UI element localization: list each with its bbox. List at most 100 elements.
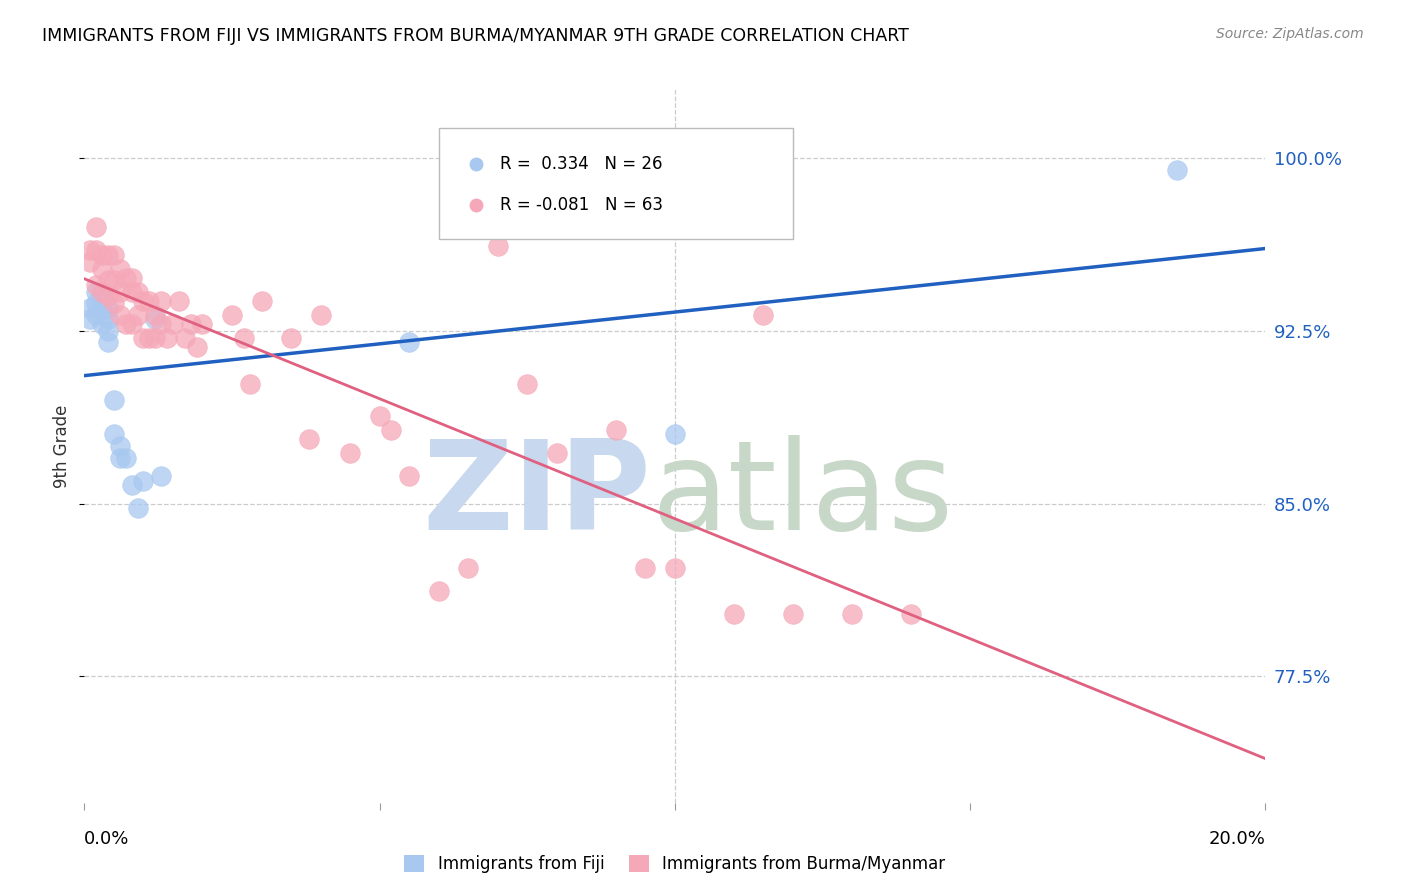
Point [91,261,114,276]
Point [108,308,131,322]
Point [108,261,131,276]
Point [97,248,120,262]
Point [398,469,420,483]
Point [79,255,101,269]
Point [546,446,568,460]
Point [108,439,131,453]
Text: 0.0%: 0.0% [84,830,129,848]
Point [368,409,391,423]
Point [143,308,166,322]
Point [191,317,214,331]
Point [97,273,120,287]
Point [97,312,120,326]
Point [900,607,922,621]
Point [427,584,450,599]
Point [91,285,114,299]
Point [309,308,332,322]
Point [457,561,479,575]
Point [605,423,627,437]
Point [143,312,166,326]
Point [221,308,243,322]
Point [103,273,125,287]
Point [380,423,402,437]
Point [162,317,184,331]
Point [398,335,420,350]
Point [103,392,125,407]
Point [339,446,361,460]
Point [91,287,114,301]
Point [121,285,143,299]
Point [97,324,120,338]
Point [634,561,657,575]
Point [138,293,160,308]
Point [841,607,863,621]
Point [280,331,302,345]
Point [127,285,149,299]
Point [91,317,114,331]
Point [132,293,155,308]
Point [79,244,101,258]
Point [298,432,321,446]
Point [516,376,538,391]
Point [84,285,107,299]
Y-axis label: 9th Grade: 9th Grade [53,404,72,488]
Point [108,285,131,299]
Point [143,331,166,345]
Point [239,376,262,391]
Point [121,478,143,492]
Point [150,317,173,331]
Point [84,244,107,258]
Point [114,317,136,331]
Point [173,331,195,345]
Point [114,271,136,285]
Text: R = -0.081   N = 63: R = -0.081 N = 63 [501,196,664,214]
Point [132,331,155,345]
Point [84,277,107,292]
Point [664,561,686,575]
Point [486,238,509,252]
Point [186,340,208,354]
Point [84,220,107,235]
Point [91,301,114,315]
Point [108,450,131,465]
Point [150,469,173,483]
Point [121,317,143,331]
Text: 20.0%: 20.0% [1209,830,1265,848]
Point [127,501,149,516]
Point [103,427,125,442]
Point [723,607,745,621]
Text: R =  0.334   N = 26: R = 0.334 N = 26 [501,155,662,173]
Point [180,317,202,331]
Point [79,312,101,326]
Point [91,293,114,308]
Point [1166,162,1188,177]
Point [97,301,120,315]
Point [103,296,125,310]
Point [84,308,107,322]
FancyBboxPatch shape [439,128,793,239]
Point [232,331,254,345]
Point [79,301,101,315]
Point [156,331,179,345]
Point [752,308,775,322]
Text: Source: ZipAtlas.com: Source: ZipAtlas.com [1216,27,1364,41]
Point [121,271,143,285]
Legend: Immigrants from Fiji, Immigrants from Burma/Myanmar: Immigrants from Fiji, Immigrants from Bu… [398,848,952,880]
Point [127,308,149,322]
Point [97,289,120,303]
Point [250,293,273,308]
Point [782,607,804,621]
Point [84,296,107,310]
Point [97,335,120,350]
Point [664,427,686,442]
Point [91,248,114,262]
Point [132,474,155,488]
Point [150,293,173,308]
Text: IMMIGRANTS FROM FIJI VS IMMIGRANTS FROM BURMA/MYANMAR 9TH GRADE CORRELATION CHAR: IMMIGRANTS FROM FIJI VS IMMIGRANTS FROM … [42,27,910,45]
Point [138,331,160,345]
Point [114,450,136,465]
Point [103,248,125,262]
Text: atlas: atlas [651,435,953,557]
Point [167,293,190,308]
Text: ZIP: ZIP [423,435,651,557]
